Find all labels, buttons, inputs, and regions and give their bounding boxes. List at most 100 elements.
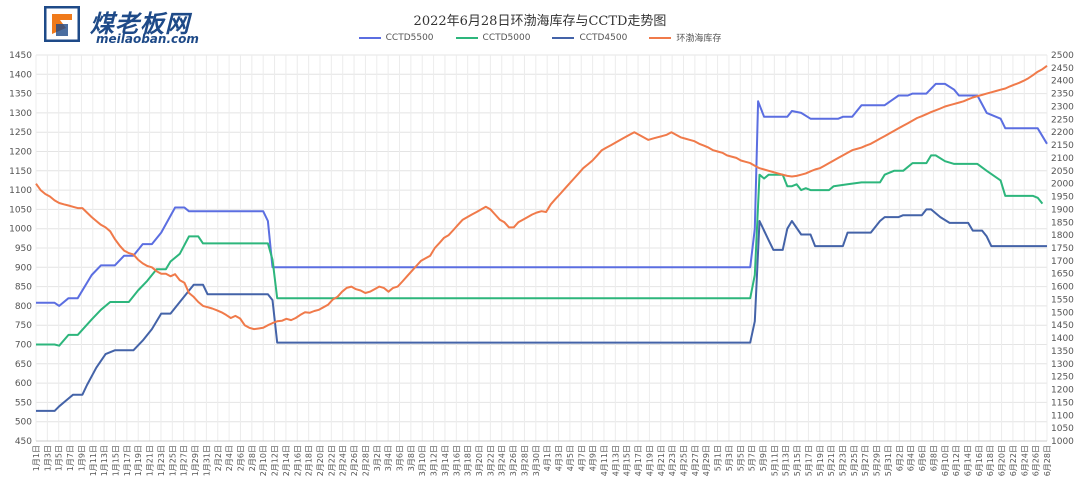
x-tick-label: 3月16日 <box>452 445 461 476</box>
x-tick-label: 3月22日 <box>486 445 495 476</box>
x-tick-label: 6月10日 <box>941 445 950 476</box>
x-tick-label: 3月12日 <box>430 445 439 476</box>
y-left-tick-label: 1350 <box>9 90 32 100</box>
x-tick-label: 1月9日 <box>77 445 86 471</box>
x-tick-label: 5月13日 <box>782 445 791 476</box>
x-tick-label: 4月29日 <box>702 445 711 476</box>
y-left-tick-label: 1400 <box>9 70 32 80</box>
x-tick-label: 2月12日 <box>271 445 280 476</box>
y-right-tick-label: 2100 <box>1051 154 1074 164</box>
legend-item[interactable]: 环渤海库存 <box>649 31 721 44</box>
legend-swatch <box>455 36 478 39</box>
x-tick-label: 6月14日 <box>963 445 972 476</box>
legend-item[interactable]: CCTD5500 <box>358 31 434 44</box>
y-right-tick-label: 1350 <box>1051 347 1074 357</box>
x-tick-label: 5月27日 <box>861 445 870 476</box>
x-tick-label: 2月14日 <box>282 445 291 476</box>
y-right-tick-label: 2450 <box>1051 64 1074 74</box>
y-left-tick-label: 700 <box>15 341 32 351</box>
x-tick-label: 5月3日 <box>725 445 734 471</box>
x-tick-label: 5月17日 <box>804 445 813 476</box>
x-tick-label: 1月15日 <box>112 445 121 476</box>
y-right-tick-label: 2250 <box>1051 115 1074 125</box>
y-right-tick-label: 2300 <box>1051 102 1074 112</box>
x-tick-label: 2月16日 <box>293 445 302 476</box>
x-tick-label: 4月11日 <box>600 445 609 476</box>
legend-item[interactable]: CCTD5000 <box>455 31 530 44</box>
legend-item[interactable]: CCTD4500 <box>552 31 627 44</box>
x-tick-label: 1月17日 <box>123 445 132 476</box>
y-left-tick-label: 900 <box>15 263 32 273</box>
y-left-tick-label: 1200 <box>9 148 32 158</box>
y-right-tick-label: 1400 <box>1051 334 1074 344</box>
y-right-tick-label: 1800 <box>1051 231 1074 241</box>
x-tick-label: 3月10日 <box>418 445 427 476</box>
legend-swatch <box>552 36 575 39</box>
y-left-tick-label: 1150 <box>9 167 32 177</box>
x-tick-label: 6月20日 <box>998 445 1007 476</box>
x-tick-label: 5月31日 <box>884 445 893 476</box>
y-left-tick-label: 1250 <box>9 128 32 138</box>
y-left-tick-label: 500 <box>15 418 32 428</box>
x-tick-label: 4月15日 <box>623 445 632 476</box>
x-tick-label: 3月2日 <box>373 445 382 471</box>
y-right-tick-label: 1900 <box>1051 205 1074 215</box>
x-tick-label: 2月4日 <box>225 445 234 471</box>
y-right-tick-label: 1300 <box>1051 360 1074 370</box>
x-tick-label: 2月22日 <box>327 445 336 476</box>
y-right-tick-label: 1100 <box>1051 411 1074 421</box>
logo-chinese-text: 煤老板网 <box>90 10 190 38</box>
x-tick-label: 4月5日 <box>566 445 575 471</box>
x-tick-label: 1月27日 <box>180 445 189 476</box>
y-right-tick-label: 1700 <box>1051 257 1074 267</box>
legend-label: 环渤海库存 <box>676 34 722 44</box>
x-tick-label: 2月20日 <box>316 445 325 476</box>
y-left-tick-label: 800 <box>15 302 32 312</box>
x-tick-label: 5月21日 <box>827 445 836 476</box>
y-right-tick-label: 1550 <box>1051 295 1074 305</box>
series-line-环渤海库存 <box>35 64 1048 331</box>
x-tick-label: 2月10日 <box>259 445 268 476</box>
x-tick-label: 5月25日 <box>850 445 859 476</box>
x-tick-label: 6月24日 <box>1020 445 1029 476</box>
x-tick-label: 1月3日 <box>43 445 52 471</box>
y-right-tick-label: 1450 <box>1051 321 1074 331</box>
y-left-tick-label: 950 <box>15 244 32 254</box>
x-tick-label: 4月19日 <box>645 445 654 476</box>
x-tick-label: 1月29日 <box>191 445 200 476</box>
y-right-tick-label: 2400 <box>1051 77 1074 87</box>
y-left-tick-label: 1300 <box>9 109 32 119</box>
y-right-tick-label: 2150 <box>1051 141 1074 151</box>
y-right-tick-label: 2200 <box>1051 128 1074 138</box>
x-tick-label: 2月6日 <box>236 445 245 471</box>
x-tick-label: 3月28日 <box>520 445 529 476</box>
series-line-CCTD5500 <box>36 82 1048 307</box>
x-tick-label: 3月26日 <box>509 445 518 476</box>
y-right-tick-label: 1150 <box>1051 398 1074 408</box>
x-tick-label: 2月28日 <box>361 445 370 476</box>
y-left-tick-label: 1450 <box>9 51 32 61</box>
y-right-tick-label: 1250 <box>1051 373 1074 383</box>
x-tick-label: 6月28日 <box>1043 445 1052 476</box>
y-left-tick-label: 1100 <box>9 186 32 196</box>
x-tick-label: 1月19日 <box>134 445 143 476</box>
y-left-tick-label: 1050 <box>9 205 32 215</box>
y-right-tick-label: 2050 <box>1051 167 1074 177</box>
x-tick-label: 2月2日 <box>214 445 223 471</box>
x-tick-label: 3月30日 <box>532 445 541 476</box>
x-tick-label: 4月13日 <box>611 445 620 476</box>
x-tick-label: 1月7日 <box>66 445 75 471</box>
x-tick-label: 1月1日 <box>32 445 41 471</box>
x-tick-label: 1月23日 <box>157 445 166 476</box>
x-tick-label: 6月16日 <box>975 445 984 476</box>
y-right-tick-label: 1050 <box>1051 424 1074 434</box>
x-tick-label: 3月24日 <box>498 445 507 476</box>
x-tick-label: 3月20日 <box>475 445 484 476</box>
x-tick-label: 1月11日 <box>89 445 98 476</box>
x-tick-label: 6月6日 <box>918 445 927 471</box>
x-tick-label: 6月2日 <box>895 445 904 471</box>
x-tick-label: 1月25日 <box>168 445 177 476</box>
y-right-tick-label: 1600 <box>1051 283 1074 293</box>
x-tick-label: 2月8日 <box>248 445 257 471</box>
x-tick-label: 5月11日 <box>770 445 779 476</box>
